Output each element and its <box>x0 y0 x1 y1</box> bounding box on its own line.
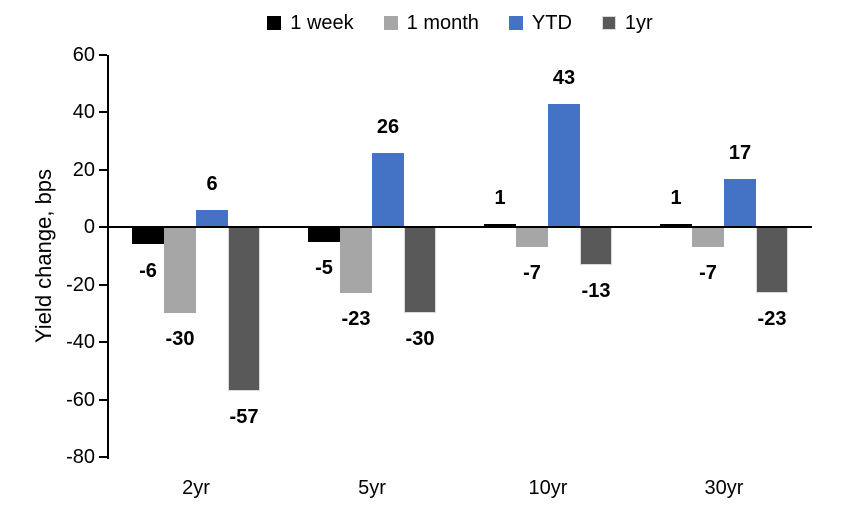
y-axis-tick-label: 40 <box>72 101 95 123</box>
y-axis-tick-label: 20 <box>72 159 95 181</box>
y-axis-tick-label: 60 <box>72 44 95 66</box>
data-label-YTD-2yr: 6 <box>206 173 218 196</box>
data-label-1yr-5yr: -30 <box>405 328 435 351</box>
y-axis-tick <box>99 169 107 171</box>
bar-1yr-30yr <box>756 227 788 294</box>
y-axis-tick <box>99 54 107 56</box>
bar-YTD-10yr <box>548 103 580 228</box>
y-axis-tick-label: -60 <box>66 389 95 411</box>
x-axis-label-10yr: 10yr <box>528 477 568 499</box>
legend-swatch-icon <box>508 16 523 30</box>
legend-item-1-week: 1 week <box>267 11 354 35</box>
y-axis-line <box>107 55 109 459</box>
data-label-YTD-5yr: 26 <box>376 115 400 138</box>
y-axis-tick <box>99 111 107 113</box>
bar-1yr-2yr <box>228 227 260 391</box>
y-axis-tick <box>99 341 107 343</box>
bar-YTD-5yr <box>372 152 404 228</box>
legend-swatch-icon <box>601 16 616 30</box>
bar-1-month-5yr <box>340 227 372 294</box>
x-axis-label-30yr: 30yr <box>704 477 744 499</box>
y-axis-tick <box>99 456 107 458</box>
bar-1-month-2yr <box>164 227 196 314</box>
y-axis-tick <box>99 284 107 286</box>
y-axis-title: Yield change, bps <box>31 168 56 344</box>
y-axis-tick-label: 0 <box>83 216 95 238</box>
data-label-1-month-10yr: -7 <box>523 262 541 285</box>
data-label-1-month-2yr: -30 <box>165 328 195 351</box>
data-label-1yr-2yr: -57 <box>229 406 259 428</box>
bar-YTD-30yr <box>724 178 756 228</box>
bar-1-month-10yr <box>516 227 548 248</box>
legend-label: 1 week <box>290 12 354 34</box>
y-axis-tick-label: -80 <box>66 446 95 468</box>
data-label-1-week-30yr: 1 <box>670 187 682 210</box>
bar-1yr-10yr <box>580 227 612 265</box>
bar-1yr-5yr <box>404 227 436 314</box>
data-label-1-week-5yr: -5 <box>315 256 333 279</box>
bar-1-week-10yr <box>484 224 516 228</box>
bar-1-month-30yr <box>692 227 724 248</box>
legend-swatch-icon <box>383 16 398 30</box>
x-axis-label-2yr: 2yr <box>182 477 210 499</box>
legend-label: 1 month <box>406 12 479 34</box>
x-axis-label-5yr: 5yr <box>358 477 386 499</box>
data-label-1yr-30yr: -23 <box>757 308 787 331</box>
legend-swatch-icon <box>267 16 282 30</box>
bar-YTD-2yr <box>196 210 228 228</box>
bar-1-week-2yr <box>132 227 164 245</box>
data-label-YTD-30yr: 17 <box>728 141 752 164</box>
legend-item-1-month: 1 month <box>383 11 479 35</box>
chart-legend: 1 week 1 month YTD 1yr <box>108 8 812 38</box>
legend-item-YTD: YTD <box>508 11 572 35</box>
data-label-YTD-10yr: 43 <box>552 66 576 89</box>
legend-item-1yr: 1yr <box>601 11 653 35</box>
y-axis-tick <box>99 226 107 228</box>
data-label-1-week-2yr: -6 <box>139 259 157 282</box>
data-label-1-week-10yr: 1 <box>494 187 506 210</box>
data-label-1-month-30yr: -7 <box>699 262 717 285</box>
legend-label: 1yr <box>624 12 653 34</box>
y-axis-tick <box>99 399 107 401</box>
x-axis-zero-line <box>107 226 812 228</box>
bar-1-week-5yr <box>308 227 340 242</box>
legend-label: YTD <box>531 12 572 34</box>
y-axis-tick-label: -40 <box>66 331 95 353</box>
data-label-1yr-10yr: -13 <box>581 279 611 302</box>
y-axis-tick-label: -20 <box>66 274 95 296</box>
bar-1-week-30yr <box>660 224 692 228</box>
data-label-1-month-5yr: -23 <box>341 308 371 331</box>
